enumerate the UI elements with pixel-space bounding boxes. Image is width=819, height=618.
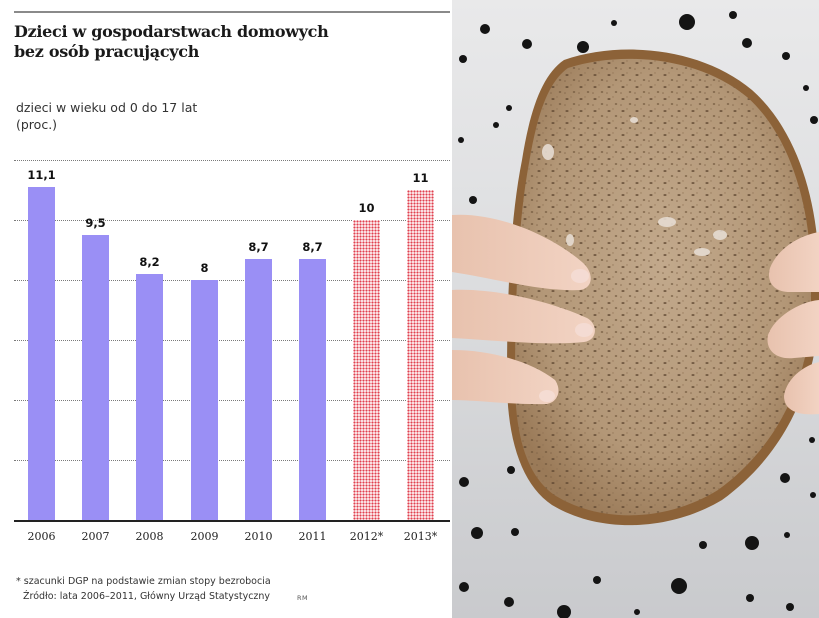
x-axis-label: 2007 xyxy=(81,530,110,543)
x-axis-label: 2011 xyxy=(298,530,327,543)
bar-2008 xyxy=(136,274,163,520)
bar-value-label: 9,5 xyxy=(85,216,106,230)
polka-dots xyxy=(458,11,818,618)
right-hand xyxy=(767,232,819,415)
chart-subtitle-line-1: dzieci w wieku od 0 do 17 lat xyxy=(16,100,198,115)
x-axis-label: 2012* xyxy=(349,530,384,543)
x-axis-baseline xyxy=(14,520,450,522)
bar-2011 xyxy=(299,259,326,520)
x-axis-label: 2009 xyxy=(190,530,219,543)
gridline xyxy=(14,220,450,221)
bar-2013-estimate xyxy=(407,190,434,520)
gridline xyxy=(14,400,450,401)
gridline xyxy=(14,280,450,281)
bar-value-label: 8,7 xyxy=(302,240,323,254)
bar-value-label: 8,2 xyxy=(139,255,160,269)
chart-title: Dzieci w gospodarstwach domowych bez osó… xyxy=(14,22,444,62)
bread-photo xyxy=(452,0,819,618)
bar-2009 xyxy=(191,280,218,520)
gridline xyxy=(14,460,450,461)
bar-value-label: 8,7 xyxy=(248,240,269,254)
bar-value-label: 10 xyxy=(358,201,375,215)
bar-value-label: 11,1 xyxy=(27,168,56,182)
x-axis-label: 2013* xyxy=(403,530,438,543)
gridline xyxy=(14,160,450,161)
source-note: Źródło: lata 2006–2011, Główny Urząd Sta… xyxy=(23,591,271,602)
chart-subtitle: dzieci w wieku od 0 do 17 lat (proc.) xyxy=(16,99,197,133)
x-axis-label: 2010 xyxy=(244,530,273,543)
author-initials: RM xyxy=(297,594,309,602)
bar-2007 xyxy=(82,235,109,520)
left-hand xyxy=(452,214,595,405)
top-rule xyxy=(14,11,450,13)
bar-2010 xyxy=(245,259,272,520)
bar-value-label: 8 xyxy=(200,261,209,275)
bar-2012-estimate xyxy=(353,220,380,520)
x-axis-label: 2006 xyxy=(27,530,56,543)
bread-photo-illustration xyxy=(452,11,819,618)
bar-value-label: 11 xyxy=(412,171,429,185)
footnote: * szacunki DGP na podstawie zmian stopy … xyxy=(16,576,271,587)
chart-subtitle-line-2: (proc.) xyxy=(16,117,58,132)
plot-area: 11,1 2006 9,5 2007 8,2 2008 8 2009 8,7 2010 8,7 201… xyxy=(14,150,450,543)
x-axis-label: 2008 xyxy=(135,530,164,543)
chart-title-line-1: Dzieci w gospodarstwach domowych xyxy=(14,22,329,41)
bar-2006 xyxy=(28,187,55,520)
gridline xyxy=(14,340,450,341)
chart-panel: Dzieci w gospodarstwach domowych bez osó… xyxy=(14,11,450,602)
chart-title-line-2: bez osób pracujących xyxy=(14,42,200,61)
